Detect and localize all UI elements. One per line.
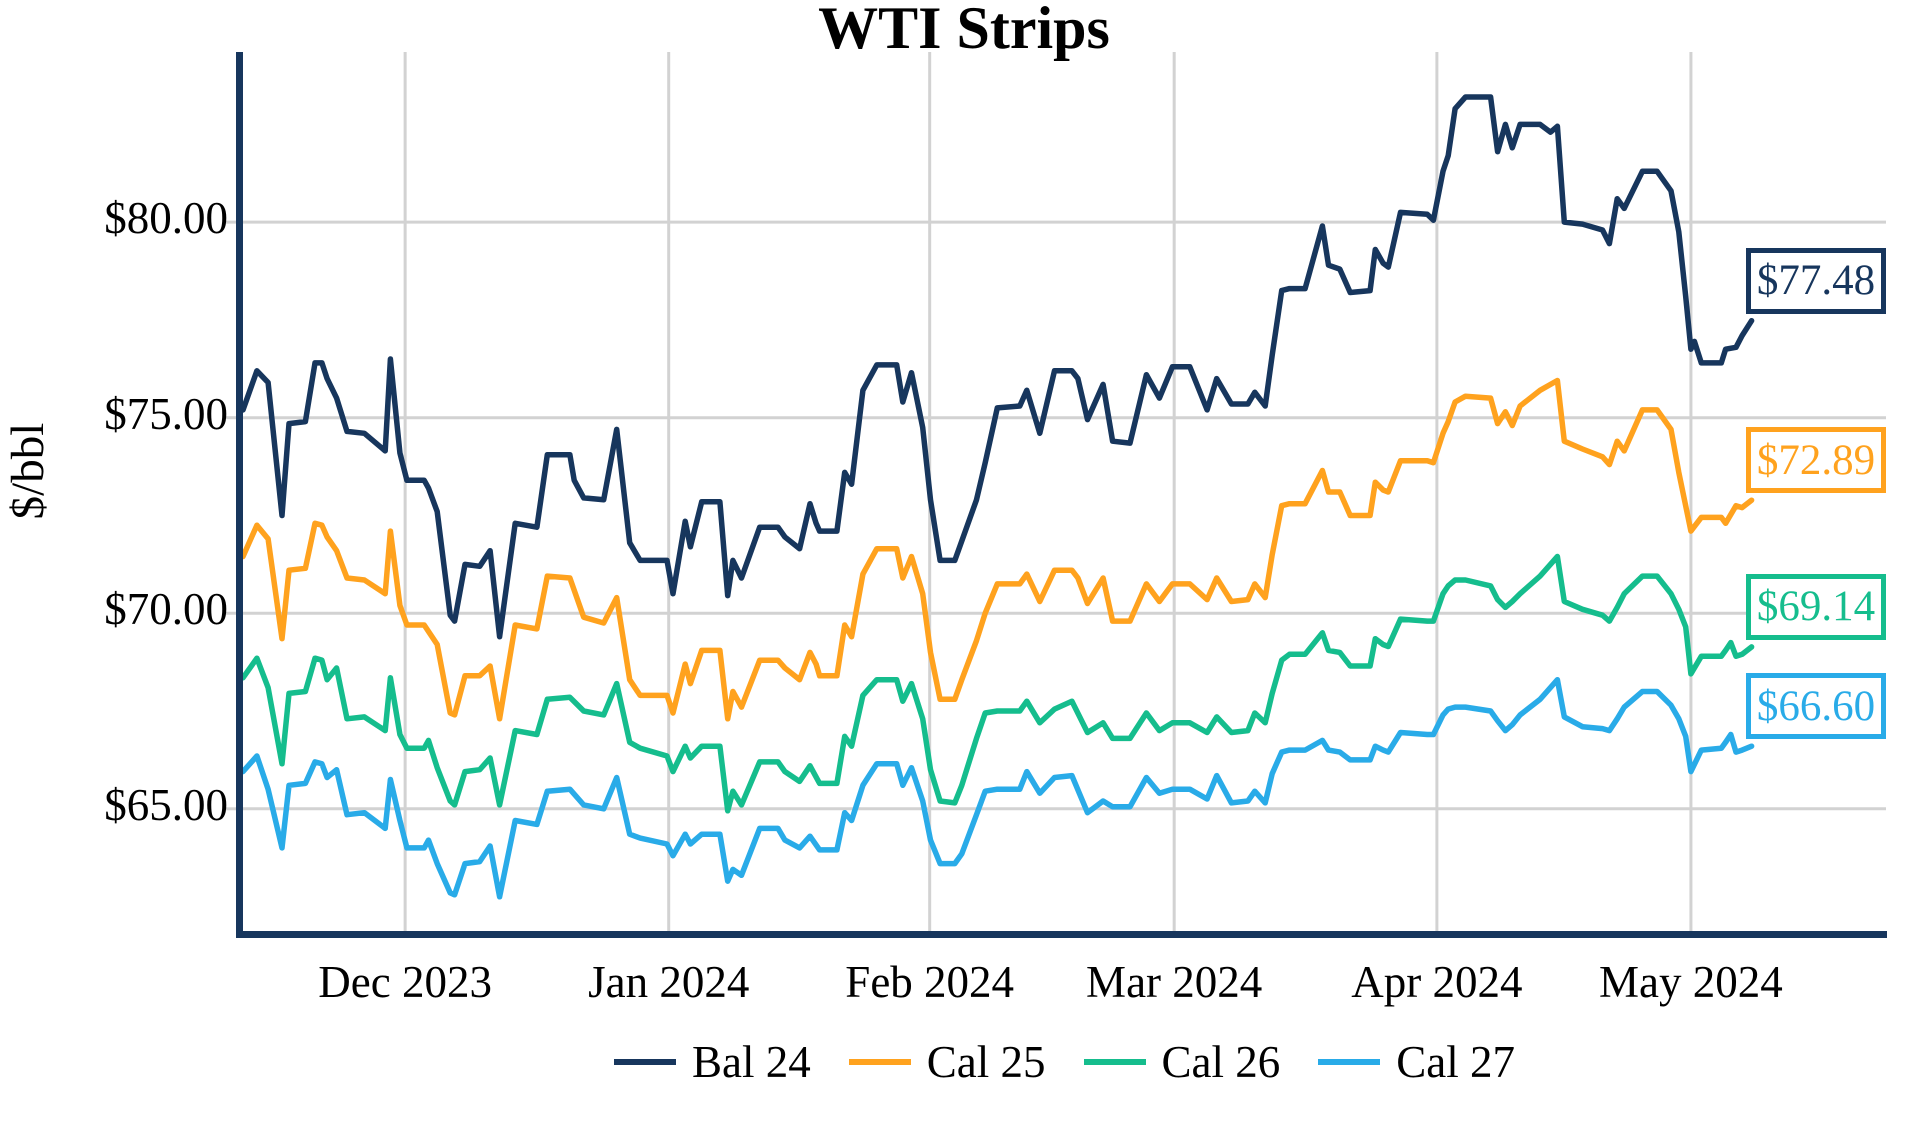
series-line-cal-25 [240,377,1755,722]
y-tick-label: $65.00 [104,779,228,830]
legend: Bal 24 Cal 25 Cal 26 Cal 27 [243,1036,1886,1088]
legend-item-cal-26: Cal 26 [1083,1036,1281,1088]
legend-label: Cal 27 [1396,1037,1515,1087]
series-line-bal-24 [240,94,1755,640]
x-tick-label: Apr 2024 [1351,957,1523,1007]
x-tick-label: Jan 2024 [588,957,750,1007]
legend-label: Bal 24 [692,1037,811,1087]
y-tick-label: $80.00 [104,193,228,244]
x-tick-label: Mar 2024 [1086,957,1263,1007]
series-line-cal-26 [240,553,1755,814]
legend-item-cal-27: Cal 27 [1318,1036,1515,1088]
y-axis-spine [236,52,243,937]
legend-line-swatch [614,1059,676,1065]
end-label-cal-27: $66.60 [1746,673,1886,740]
end-label-cal-25: $72.89 [1746,427,1886,494]
legend-line-swatch [848,1059,911,1065]
end-label-bal-24: $77.48 [1746,247,1886,314]
x-axis-spine [236,931,1887,938]
series-line-cal-27 [240,676,1755,900]
x-tick-label: Feb 2024 [845,957,1015,1007]
x-tick-label: Dec 2023 [318,957,492,1007]
legend-item-bal-24: Bal 24 [614,1036,811,1088]
legend-item-cal-25: Cal 25 [848,1036,1046,1088]
end-label-cal-26: $69.14 [1746,573,1886,640]
legend-label: Cal 25 [926,1037,1046,1087]
legend-label: Cal 26 [1161,1037,1281,1087]
x-tick-label: May 2024 [1599,957,1783,1007]
y-tick-label: $70.00 [104,584,228,635]
y-tick-label: $75.00 [104,388,228,439]
chart-title: WTI Strips [818,0,1110,61]
legend-line-swatch [1083,1059,1146,1065]
legend-line-swatch [1318,1059,1381,1065]
